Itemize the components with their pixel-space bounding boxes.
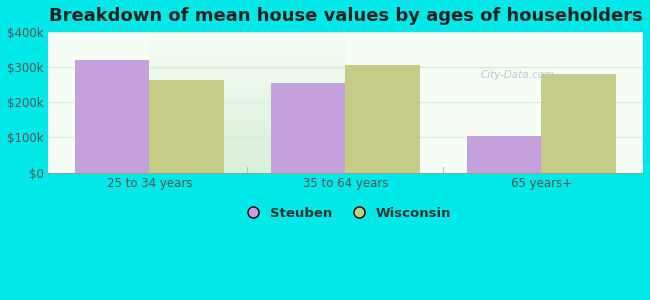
Bar	[541, 74, 616, 172]
Text: City-Data.com: City-Data.com	[481, 70, 555, 80]
Bar	[467, 136, 541, 172]
Legend: Steuben, Wisconsin: Steuben, Wisconsin	[234, 202, 456, 225]
Bar	[75, 60, 150, 172]
Bar	[345, 65, 420, 172]
Bar	[150, 80, 224, 172]
Title: Breakdown of mean house values by ages of householders: Breakdown of mean house values by ages o…	[49, 7, 642, 25]
Bar	[271, 83, 345, 172]
